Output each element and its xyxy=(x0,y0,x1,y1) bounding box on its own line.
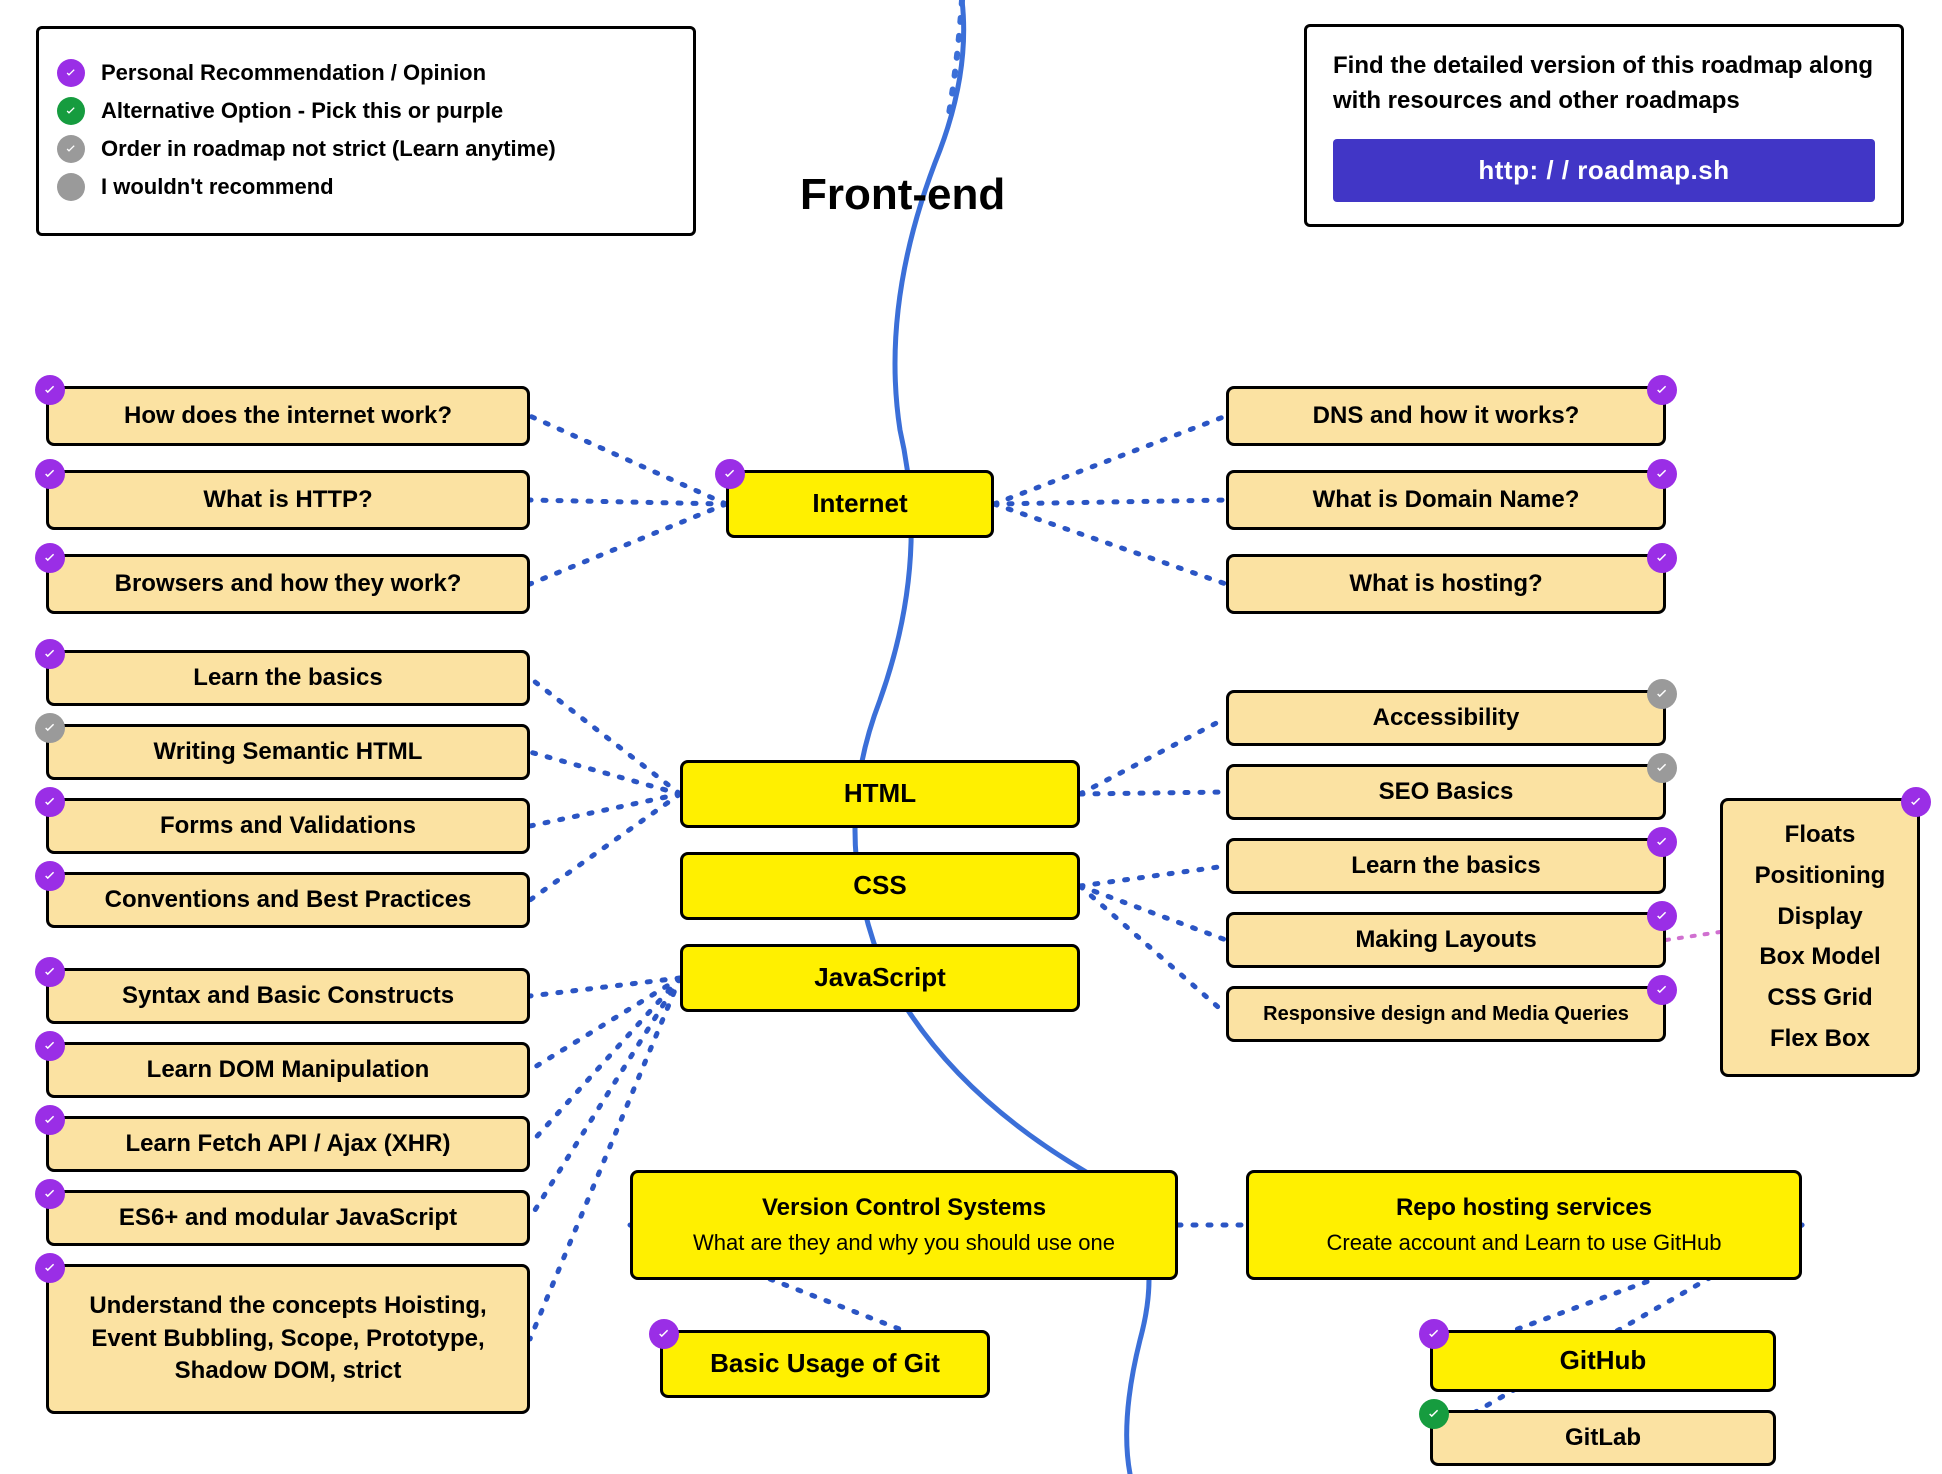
node-l_html1[interactable]: Learn the basics xyxy=(46,650,530,706)
node-l_js5[interactable]: Understand the concepts Hoisting, Event … xyxy=(46,1264,530,1414)
layout-stack-item: Flex Box xyxy=(1743,1019,1897,1060)
node-git[interactable]: Basic Usage of Git xyxy=(660,1330,990,1398)
layout-stack-item: Positioning xyxy=(1743,856,1897,897)
node-css[interactable]: CSS xyxy=(680,852,1080,920)
legend-dot-icon xyxy=(57,173,85,201)
node-internet[interactable]: Internet xyxy=(726,470,994,538)
node-l_js3[interactable]: Learn Fetch API / Ajax (XHR) xyxy=(46,1116,530,1172)
status-badge xyxy=(35,1105,65,1135)
legend-dot-icon xyxy=(57,97,85,125)
legend-label: Personal Recommendation / Opinion xyxy=(101,60,486,86)
node-repo[interactable]: Repo hosting services Create account and … xyxy=(1246,1170,1802,1280)
legend-item: I wouldn't recommend xyxy=(57,173,667,201)
status-badge xyxy=(1647,975,1677,1005)
status-badge xyxy=(1647,543,1677,573)
node-gitlab[interactable]: GitLab xyxy=(1430,1410,1776,1466)
node-l_html2[interactable]: Writing Semantic HTML xyxy=(46,724,530,780)
legend-item: Personal Recommendation / Opinion xyxy=(57,59,667,87)
legend-dot-icon xyxy=(57,59,85,87)
status-badge xyxy=(35,639,65,669)
status-badge xyxy=(35,459,65,489)
layout-stack-item: Display xyxy=(1743,897,1897,938)
node-r_css4[interactable]: Making Layouts xyxy=(1226,912,1666,968)
status-badge xyxy=(35,543,65,573)
status-badge xyxy=(1419,1319,1449,1349)
layout-stack-item: Floats xyxy=(1743,815,1897,856)
node-r_inet2[interactable]: What is Domain Name? xyxy=(1226,470,1666,530)
legend-label: I wouldn't recommend xyxy=(101,174,334,200)
layout-stack-item: CSS Grid xyxy=(1743,978,1897,1019)
node-l_js2[interactable]: Learn DOM Manipulation xyxy=(46,1042,530,1098)
status-badge xyxy=(1647,679,1677,709)
status-badge xyxy=(35,957,65,987)
node-r_css3[interactable]: Learn the basics xyxy=(1226,838,1666,894)
node-r_inet3[interactable]: What is hosting? xyxy=(1226,554,1666,614)
legend: Personal Recommendation / Opinion Alterna… xyxy=(36,26,696,236)
status-badge xyxy=(1647,459,1677,489)
node-title: Repo hosting services xyxy=(1396,1192,1652,1224)
status-badge xyxy=(649,1319,679,1349)
node-title: Version Control Systems xyxy=(762,1192,1046,1224)
callout-text: Find the detailed version of this roadma… xyxy=(1333,49,1875,119)
node-l_html3[interactable]: Forms and Validations xyxy=(46,798,530,854)
node-subtitle: Create account and Learn to use GitHub xyxy=(1326,1228,1721,1258)
status-badge xyxy=(35,861,65,891)
node-l_inet1[interactable]: How does the internet work? xyxy=(46,386,530,446)
status-badge xyxy=(715,459,745,489)
legend-item: Alternative Option - Pick this or purple xyxy=(57,97,667,125)
status-badge xyxy=(1419,1399,1449,1429)
status-badge xyxy=(35,1031,65,1061)
node-r_inet1[interactable]: DNS and how it works? xyxy=(1226,386,1666,446)
status-badge xyxy=(35,713,65,743)
node-js[interactable]: JavaScript xyxy=(680,944,1080,1012)
node-vcs[interactable]: Version Control Systems What are they and… xyxy=(630,1170,1178,1280)
legend-label: Alternative Option - Pick this or purple xyxy=(101,98,503,124)
node-r_css1[interactable]: Accessibility xyxy=(1226,690,1666,746)
status-badge xyxy=(1647,753,1677,783)
node-subtitle: What are they and why you should use one xyxy=(693,1228,1115,1258)
legend-dot-icon xyxy=(57,135,85,163)
node-html[interactable]: HTML xyxy=(680,760,1080,828)
status-badge xyxy=(1647,901,1677,931)
status-badge xyxy=(1647,375,1677,405)
node-l_inet3[interactable]: Browsers and how they work? xyxy=(46,554,530,614)
node-layout-stack[interactable]: FloatsPositioningDisplayBox ModelCSS Gri… xyxy=(1720,798,1920,1077)
legend-item: Order in roadmap not strict (Learn anyti… xyxy=(57,135,667,163)
node-r_css5[interactable]: Responsive design and Media Queries xyxy=(1226,986,1666,1042)
promo-callout: Find the detailed version of this roadma… xyxy=(1304,24,1904,227)
node-r_css2[interactable]: SEO Basics xyxy=(1226,764,1666,820)
node-github[interactable]: GitHub xyxy=(1430,1330,1776,1392)
status-badge xyxy=(35,1179,65,1209)
status-badge xyxy=(1901,787,1931,817)
status-badge xyxy=(35,1253,65,1283)
page-title: Front-end xyxy=(800,170,1005,220)
layout-stack-item: Box Model xyxy=(1743,937,1897,978)
node-l_js1[interactable]: Syntax and Basic Constructs xyxy=(46,968,530,1024)
status-badge xyxy=(35,375,65,405)
node-l_html4[interactable]: Conventions and Best Practices xyxy=(46,872,530,928)
legend-label: Order in roadmap not strict (Learn anyti… xyxy=(101,136,556,162)
roadmap-link-button[interactable]: http: / / roadmap.sh xyxy=(1333,139,1875,202)
node-l_inet2[interactable]: What is HTTP? xyxy=(46,470,530,530)
status-badge xyxy=(1647,827,1677,857)
node-l_js4[interactable]: ES6+ and modular JavaScript xyxy=(46,1190,530,1246)
status-badge xyxy=(35,787,65,817)
